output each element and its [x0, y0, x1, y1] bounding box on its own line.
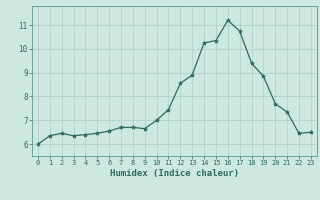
X-axis label: Humidex (Indice chaleur): Humidex (Indice chaleur)	[110, 169, 239, 178]
